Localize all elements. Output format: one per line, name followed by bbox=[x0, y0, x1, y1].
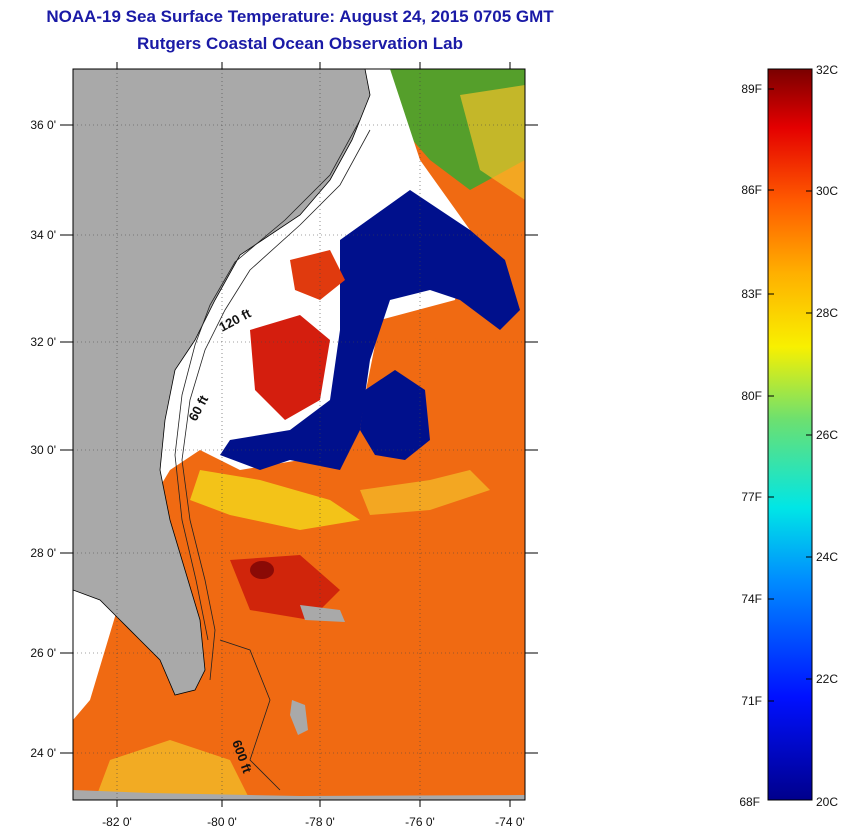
lon-ticks bbox=[116, 62, 511, 807]
cuba-coast bbox=[73, 790, 525, 800]
colorbar-label-c: 24C bbox=[816, 550, 838, 564]
lat-label: 30 0' bbox=[30, 443, 56, 457]
map-frame bbox=[72, 68, 526, 801]
colorbar-label-f: 89F bbox=[741, 82, 762, 96]
colorbar-label-f: 71F bbox=[741, 694, 762, 708]
chart-subtitle: Rutgers Coastal Ocean Observation Lab bbox=[137, 34, 463, 53]
lat-ticks bbox=[60, 124, 538, 754]
lat-label: 28 0' bbox=[30, 546, 56, 560]
colorbar-ticks bbox=[768, 88, 812, 702]
colorbar-label-c: 30C bbox=[816, 184, 838, 198]
colorbar-label-c: 26C bbox=[816, 428, 838, 442]
colorbar-label-f: 80F bbox=[741, 389, 762, 403]
lon-label: -80 0' bbox=[207, 815, 237, 829]
sst-map bbox=[73, 69, 525, 800]
colorbar-label-f: 86F bbox=[741, 183, 762, 197]
colorbar-label-c: 22C bbox=[816, 672, 838, 686]
lon-label: -74 0' bbox=[495, 815, 525, 829]
graticule bbox=[73, 69, 525, 800]
us-mainland bbox=[73, 69, 370, 695]
lat-label: 24 0' bbox=[30, 746, 56, 760]
lat-label: 32 0' bbox=[30, 335, 56, 349]
lon-label: -76 0' bbox=[405, 815, 435, 829]
contour-600ft bbox=[219, 639, 281, 791]
temperature-colorbar bbox=[767, 68, 813, 801]
colorbar-label-c: 20C bbox=[816, 795, 838, 809]
cold-water-band bbox=[220, 190, 520, 470]
lat-label: 34 0' bbox=[30, 228, 56, 242]
lon-label: -78 0' bbox=[305, 815, 335, 829]
contour-120ft bbox=[181, 129, 371, 681]
colorbar-label-f: 77F bbox=[741, 490, 762, 504]
coastline bbox=[73, 69, 371, 696]
lat-label: 36 0' bbox=[30, 118, 56, 132]
colorbar-label-f: 74F bbox=[741, 592, 762, 606]
chart-title: NOAA-19 Sea Surface Temperature: August … bbox=[46, 7, 554, 26]
colorbar-label-f: 68F bbox=[739, 795, 760, 809]
colorbar-label-c: 32C bbox=[816, 63, 838, 77]
colorbar-label-c: 28C bbox=[816, 306, 838, 320]
contour-60ft bbox=[174, 119, 361, 641]
colorbar-label-f: 83F bbox=[741, 287, 762, 301]
storm-eye-cold bbox=[360, 370, 430, 460]
lat-label: 26 0' bbox=[30, 646, 56, 660]
bahamas-andros bbox=[290, 700, 308, 735]
lon-label: -82 0' bbox=[102, 815, 132, 829]
warm-core-offshore bbox=[250, 315, 330, 420]
